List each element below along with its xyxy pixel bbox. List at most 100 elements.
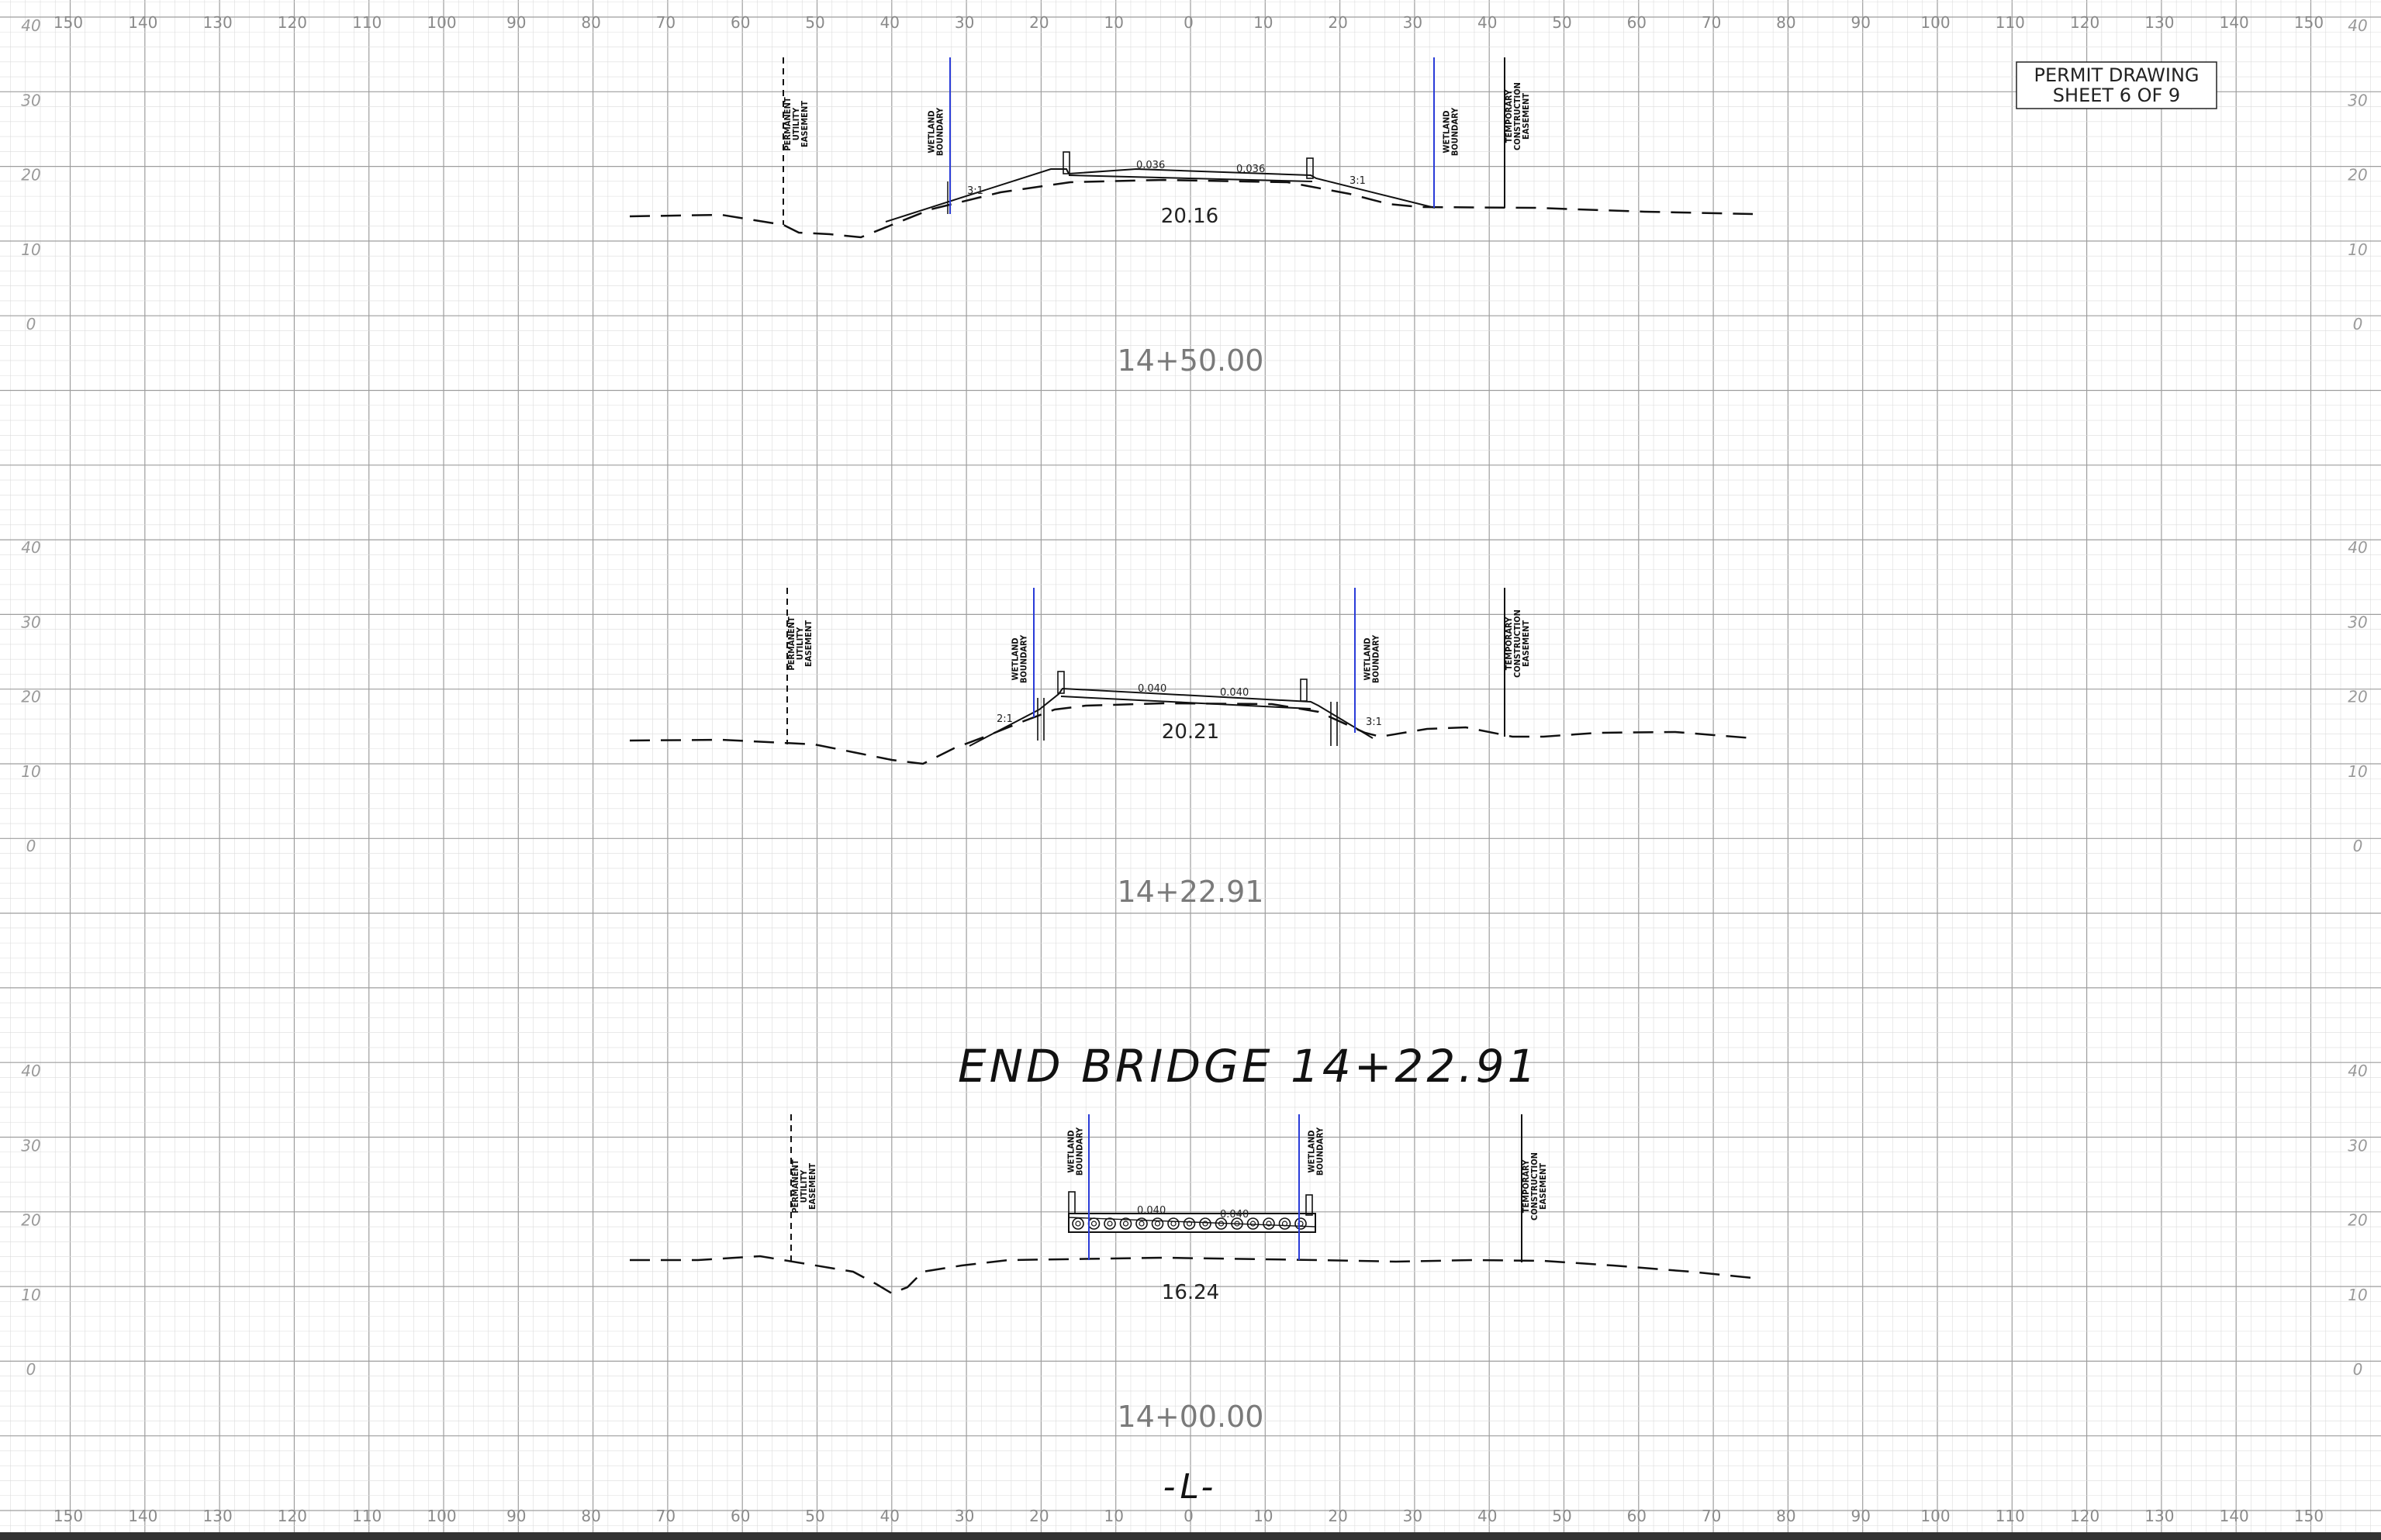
elevation-tick-label: 0 (26, 837, 36, 855)
bridge-deck (1068, 1213, 1316, 1233)
side-slope-left: 3:1 (967, 185, 983, 197)
elevation-tick-label: 30 (21, 613, 40, 631)
slab-void-core (1186, 1221, 1193, 1227)
section-station: 14+00.00 (1118, 1400, 1264, 1434)
elevation-tick-label: 20 (21, 166, 40, 185)
elevation-tick-label: 30 (2348, 91, 2367, 109)
offset-tick-label: 10 (1253, 1507, 1273, 1525)
slab-void-core (1202, 1221, 1208, 1227)
offset-tick-label: 90 (1851, 1507, 1870, 1525)
permit-title: PERMIT DRAWING (2034, 64, 2199, 86)
elevation-tick-label: 40 (21, 1062, 40, 1080)
side-slope-right: 3:1 (1366, 716, 1382, 728)
slab-void (1072, 1217, 1084, 1230)
offset-tick-label: 120 (2070, 1507, 2099, 1525)
slab-void-core (1139, 1221, 1145, 1227)
slab-void (1278, 1217, 1291, 1230)
offset-tick-label: 30 (1403, 1507, 1422, 1525)
vertical-label-line: TEMPORARY (1504, 89, 1514, 143)
vertical-label-line: TEMPORARY (1504, 616, 1514, 670)
permit-sheet-number: SHEET 6 OF 9 (2053, 85, 2180, 106)
slab-void (1215, 1217, 1228, 1230)
cross-slope-right: 0.036 (1236, 164, 1265, 175)
offset-tick-label: 150 (2294, 13, 2324, 32)
offset-tick-label: 80 (1776, 13, 1795, 32)
elevation-tick-label: 40 (2348, 1062, 2367, 1080)
barrier-left (1057, 671, 1065, 694)
elevation-tick-label: 40 (21, 16, 40, 35)
offset-tick-label: 150 (2294, 1507, 2324, 1525)
elevation-tick-label: 20 (2348, 166, 2367, 185)
elevation-tick-label: 10 (21, 1286, 40, 1304)
vertical-label-line: WETLAND (1011, 638, 1021, 681)
elevation-tick-label: 0 (2353, 315, 2363, 333)
section-station: 14+22.91 (1118, 875, 1264, 909)
offset-tick-label: 80 (581, 13, 600, 32)
elevation-tick-label: 20 (2348, 1211, 2367, 1230)
proposed-section-line (969, 687, 1374, 747)
slab-void-core (1266, 1221, 1272, 1227)
slab-void-core (1281, 1221, 1288, 1227)
offset-tick-label: 50 (1552, 13, 1571, 32)
vertical-label-line: CONSTRUCTION (1529, 1152, 1540, 1221)
section-elevation: 16.24 (1162, 1281, 1219, 1304)
end-bridge-note: END BRIDGE 14+22.91 (958, 1040, 1539, 1093)
offset-tick-label: 140 (2220, 1507, 2249, 1525)
offset-tick-label: 110 (352, 1507, 382, 1525)
bottom-frame (0, 1532, 2381, 1540)
vertical-label-line: BOUNDARY (1075, 1127, 1085, 1176)
elevation-tick-label: 20 (21, 688, 40, 706)
offset-tick-label: 130 (2144, 1507, 2174, 1525)
vertical-label-line: EASEMENT (800, 101, 810, 147)
offset-tick-label: 100 (427, 1507, 456, 1525)
offset-axis-top: 150 140 130 120 110 100 90 80 70 60 50 40 30 20 10 0 10 2… (54, 13, 2324, 32)
elevation-tick-label: 10 (2348, 240, 2367, 259)
offset-tick-label: 100 (1920, 1507, 1950, 1525)
offset-tick-label: 20 (1328, 13, 1347, 32)
vertical-label-line: CONSTRUCTION (1512, 82, 1522, 150)
offset-tick-label: 140 (128, 13, 157, 32)
offset-tick-label: 70 (1702, 1507, 1721, 1525)
elevation-tick-label: 20 (2348, 688, 2367, 706)
cored-slab-units (1072, 1217, 1307, 1230)
elevation-tick-label: 10 (21, 762, 40, 781)
vertical-label-line: WETLAND (1066, 1131, 1076, 1173)
side-slope-right: 3:1 (1349, 175, 1366, 187)
offset-tick-label: 40 (1477, 1507, 1497, 1525)
offset-tick-label: 70 (656, 13, 676, 32)
vertical-label-line: PERMANENT (783, 97, 793, 150)
vertical-label-line: WETLAND (1307, 1131, 1317, 1173)
offset-tick-label: 10 (1104, 1507, 1123, 1525)
slab-void (1246, 1217, 1260, 1230)
slab-void (1135, 1217, 1148, 1230)
offset-tick-label: 80 (581, 1507, 600, 1525)
offset-tick-label: 90 (1851, 13, 1870, 32)
elevation-tick-label: 30 (21, 1136, 40, 1155)
offset-tick-label: 40 (880, 1507, 900, 1525)
offset-tick-label: 0 (1184, 1507, 1194, 1525)
vertical-label-line: BOUNDARY (1450, 107, 1460, 156)
elevation-tick-label: 0 (2353, 1360, 2363, 1379)
offset-tick-label: 100 (427, 13, 456, 32)
offset-tick-label: 130 (2144, 13, 2174, 32)
slab-void (1104, 1217, 1116, 1230)
vertical-label-line: PERMANENT (786, 616, 797, 670)
offset-tick-label: 130 (203, 1507, 233, 1525)
elevation-tick-label: 30 (21, 91, 40, 109)
permit-box: PERMIT DRAWING SHEET 6 OF 9 (2016, 61, 2217, 109)
section-station: 14+50.00 (1118, 344, 1264, 378)
offset-tick-label: 0 (1184, 13, 1194, 32)
offset-tick-label: 60 (1627, 1507, 1647, 1525)
vertical-label-line: EASEMENT (1521, 93, 1531, 140)
section-elevation: 20.16 (1161, 205, 1218, 228)
slab-void (1294, 1217, 1307, 1230)
offset-axis-bottom: 150 140 130 120 110 100 90 80 70 60 50 40 30 20 10 0 10 2… (54, 1507, 2324, 1525)
vertical-label-line: BOUNDARY (1019, 634, 1029, 683)
barrier-right (1306, 157, 1314, 179)
